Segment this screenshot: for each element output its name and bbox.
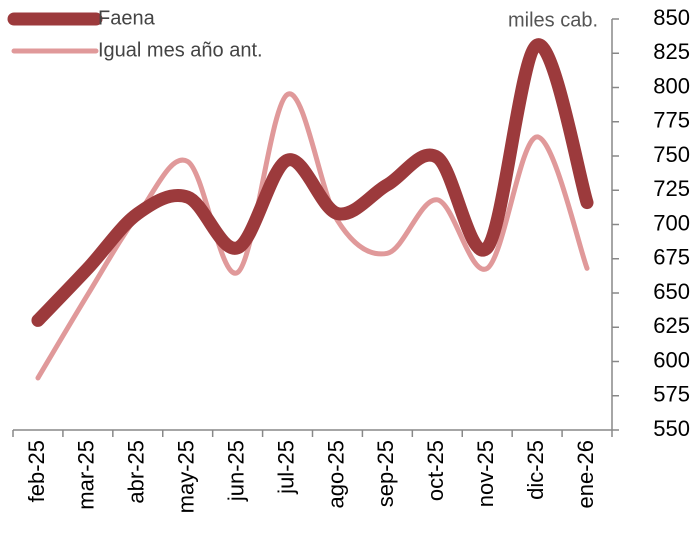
x-tick-label: dic-25	[523, 440, 548, 500]
y-tick-label: 850	[653, 5, 690, 30]
y-tick-label: 725	[653, 176, 690, 201]
y-tick-label: 775	[653, 108, 690, 133]
x-tick-label: feb-25	[24, 440, 49, 502]
x-tick-label: may-25	[174, 440, 199, 513]
x-tick-label: jun-25	[223, 440, 248, 502]
legend-label: Igual mes año ant.	[98, 39, 263, 61]
x-tick-label: sep-25	[373, 440, 398, 507]
x-tick-label: nov-25	[473, 440, 498, 507]
y-tick-label: 550	[653, 416, 690, 441]
x-tick-label: oct-25	[423, 440, 448, 501]
unit-label: miles cab.	[508, 9, 598, 31]
x-tick-label: mar-25	[74, 440, 99, 510]
y-tick-label: 625	[653, 313, 690, 338]
y-tick-label: 700	[653, 210, 690, 235]
x-tick-label: abr-25	[124, 440, 149, 504]
y-tick-label: 675	[653, 245, 690, 270]
series-line	[31, 38, 594, 327]
x-tick-label: ago-25	[323, 440, 348, 509]
y-tick-label: 650	[653, 279, 690, 304]
y-tick-label: 750	[653, 142, 690, 167]
y-tick-label: 575	[653, 382, 690, 407]
y-tick-label: 825	[653, 39, 690, 64]
y-tick-label: 600	[653, 347, 690, 372]
x-tick-label: ene-26	[573, 440, 598, 509]
legend-label: Faena	[98, 7, 156, 29]
y-tick-label: 800	[653, 73, 690, 98]
x-tick-label: jul-25	[273, 440, 298, 495]
